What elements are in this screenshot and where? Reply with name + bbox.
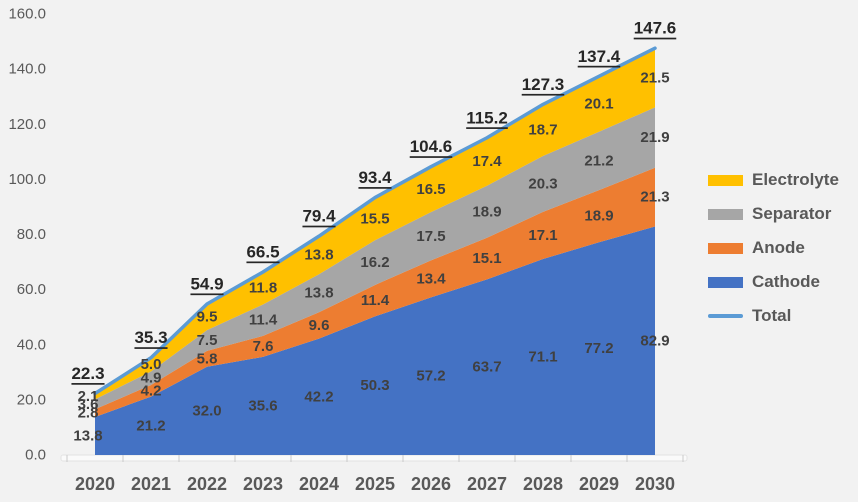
data-label-anode: 2.8 [78,405,99,422]
x-axis-label: 2028 [523,474,563,494]
data-label-separator: 21.9 [640,129,669,146]
legend: Electrolyte Separator Anode Cathode Total [708,170,839,326]
data-label-anode: 13.4 [416,270,446,287]
legend-label: Total [752,306,792,325]
data-label-anode: 18.9 [584,208,613,225]
y-axis-label: 20.0 [17,391,46,408]
total-label: 137.4 [578,47,621,66]
data-label-electrolyte: 2.1 [78,388,99,405]
data-label-electrolyte: 5.0 [141,356,162,373]
y-axis-label: 40.0 [17,336,46,353]
data-label-separator: 16.2 [360,254,389,271]
data-label-separator: 4.9 [141,370,162,387]
data-label-cathode: 13.8 [73,427,102,444]
data-label-electrolyte: 13.8 [304,247,333,264]
x-axis-label: 2030 [635,474,675,494]
data-label-anode: 9.6 [309,317,330,334]
data-label-cathode: 63.7 [472,359,501,376]
y-axis-label: 80.0 [17,226,46,243]
data-label-cathode: 42.2 [304,388,333,405]
data-label-separator: 20.3 [528,175,557,192]
data-label-cathode: 57.2 [416,368,445,385]
x-axis-line [60,454,688,462]
total-label: 79.4 [302,207,336,226]
y-axis-label: 160.0 [8,6,46,23]
legend-label: Cathode [752,272,820,291]
legend-item-separator: Separator [708,204,839,224]
data-label-anode: 15.1 [472,250,501,267]
data-label-separator: 13.8 [304,285,333,302]
total-line [93,46,657,396]
data-label-anode: 4.2 [141,382,162,399]
legend-swatch-electrolyte [708,174,743,186]
total-label: 127.3 [522,75,565,94]
total-label: 35.3 [134,328,167,347]
y-axis-label: 60.0 [17,281,46,298]
data-label-separator: 11.4 [249,312,278,329]
total-label: 54.9 [190,274,223,293]
data-label-cathode: 32.0 [192,402,221,419]
legend-swatch-separator [708,208,743,220]
data-label-cathode: 35.6 [248,397,277,414]
data-label-separator: 21.2 [584,152,613,169]
data-label-cathode: 77.2 [584,340,613,357]
data-label-anode: 7.6 [253,338,274,355]
data-label-electrolyte: 18.7 [528,122,557,139]
x-axis-label: 2029 [579,474,619,494]
legend-item-cathode: Cathode [708,272,839,292]
x-axis-label: 2021 [131,474,171,494]
area-cathode [95,226,655,455]
data-label-anode: 21.3 [640,189,669,206]
data-label-anode: 17.1 [528,227,557,244]
data-label-separator: 3.6 [78,396,99,413]
data-label-electrolyte: 9.5 [197,309,218,326]
data-label-cathode: 21.2 [136,417,165,434]
x-axis-label: 2020 [75,474,115,494]
x-axis-label: 2023 [243,474,283,494]
total-label: 66.5 [246,242,279,261]
data-label-electrolyte: 16.5 [416,181,445,198]
x-axis-label: 2022 [187,474,227,494]
data-label-electrolyte: 15.5 [360,210,389,227]
legend-label: Electrolyte [752,170,839,189]
x-axis-label: 2026 [411,474,451,494]
legend-item-electrolyte: Electrolyte [708,170,839,190]
area-anode [95,167,655,417]
y-axis-label: 0.0 [25,447,46,464]
total-label: 104.6 [410,137,453,156]
y-axis-label: 100.0 [8,171,46,188]
data-label-electrolyte: 17.4 [472,153,502,170]
data-label-cathode: 50.3 [360,377,389,394]
x-axis-label: 2027 [467,474,507,494]
legend-swatch-total [708,314,743,318]
area-electrolyte [95,48,655,400]
data-label-separator: 17.5 [416,228,445,245]
x-axis-label: 2025 [355,474,395,494]
total-label: 93.4 [358,168,392,187]
legend-label: Separator [752,204,832,223]
y-axis-label: 140.0 [8,61,46,78]
legend-item-anode: Anode [708,238,839,258]
legend-swatch-cathode [708,276,743,288]
total-label: 22.3 [71,364,104,383]
data-label-electrolyte: 21.5 [640,69,669,86]
total-label: 115.2 [466,108,508,127]
x-axis-label: 2024 [299,474,339,494]
data-label-separator: 18.9 [472,203,501,220]
data-label-electrolyte: 20.1 [584,95,613,112]
data-label-anode: 5.8 [197,350,218,367]
data-label-cathode: 82.9 [640,332,669,349]
area-separator [95,107,655,410]
legend-swatch-anode [708,242,743,254]
legend-item-total: Total [708,306,839,326]
data-label-electrolyte: 11.8 [249,280,277,297]
total-label: 147.6 [634,19,677,38]
y-axis-label: 120.0 [8,116,46,133]
legend-label: Anode [752,238,805,257]
data-label-anode: 11.4 [361,292,390,309]
data-label-cathode: 71.1 [528,349,557,366]
data-label-separator: 7.5 [197,332,218,349]
